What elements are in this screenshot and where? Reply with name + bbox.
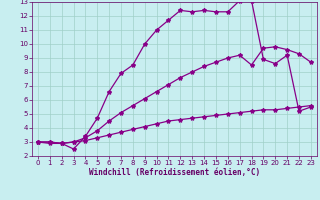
X-axis label: Windchill (Refroidissement éolien,°C): Windchill (Refroidissement éolien,°C) <box>89 168 260 177</box>
